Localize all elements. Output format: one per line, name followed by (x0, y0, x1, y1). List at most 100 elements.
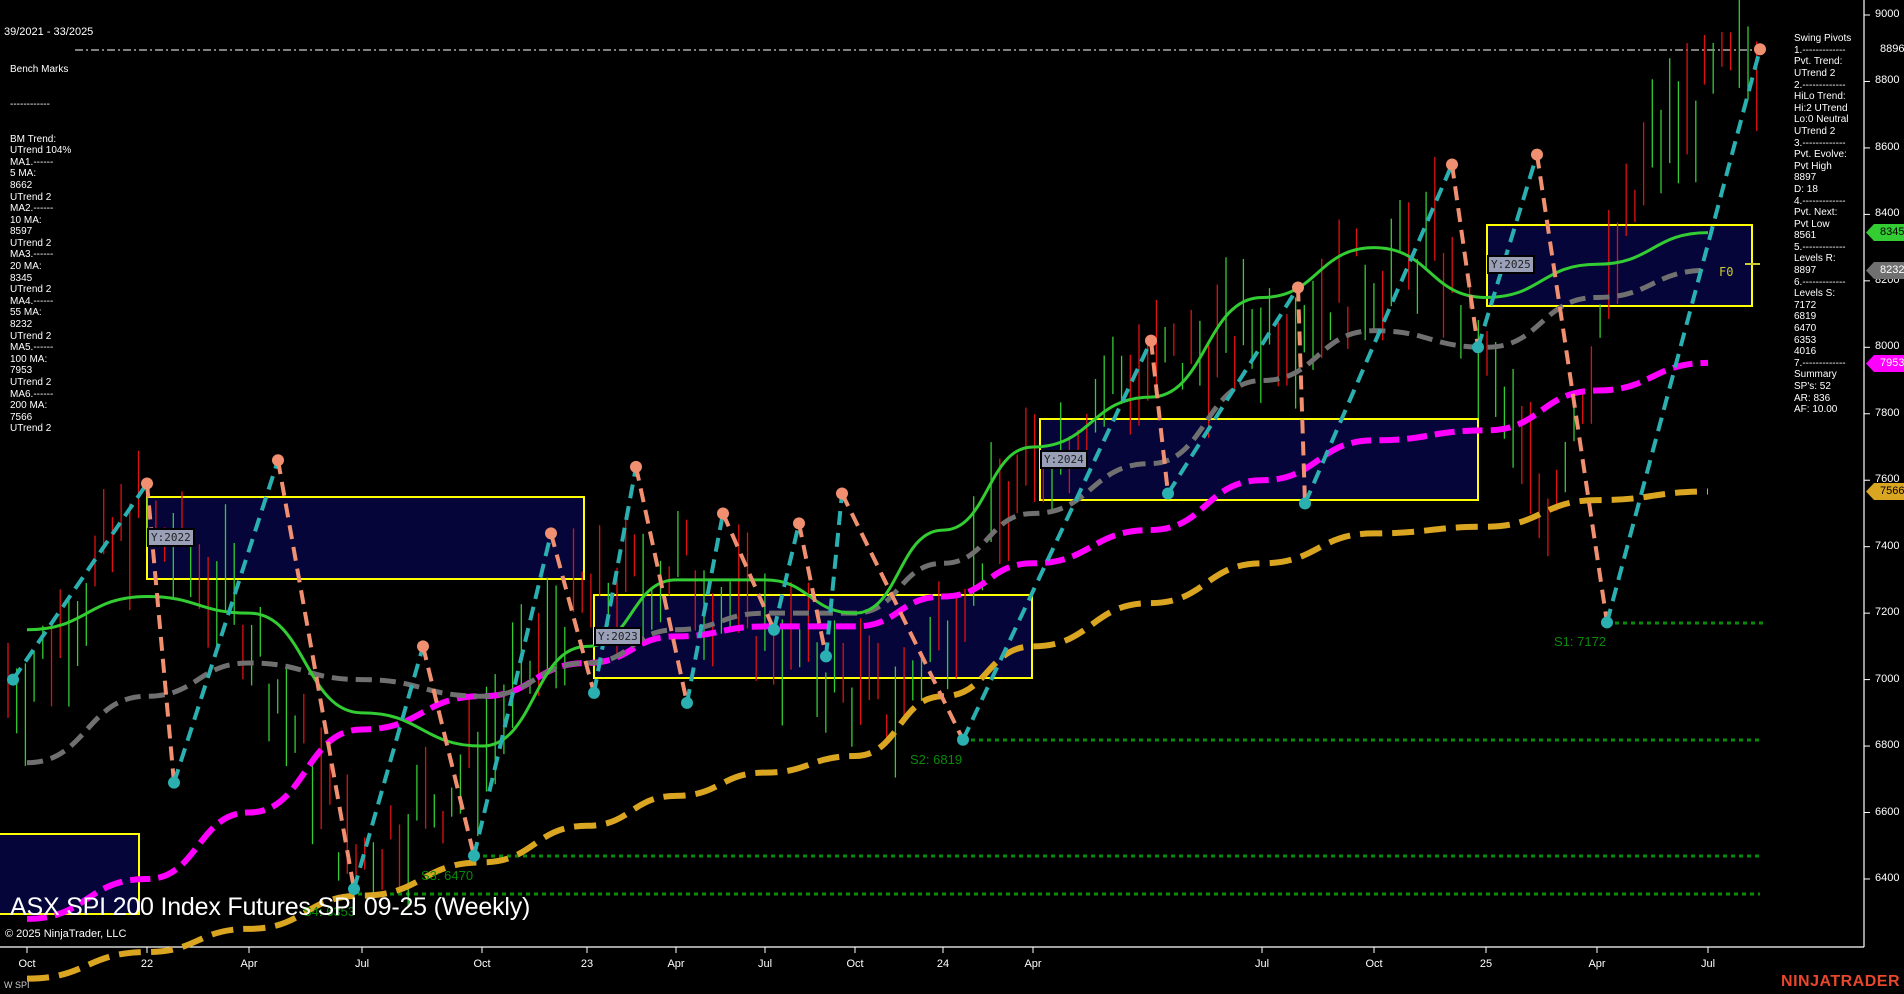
swing-pivots-legend: Swing Pivots 1.------------- Pvt. Trend: UT… (1794, 10, 1851, 427)
swing-pivot-line: AF: 10.00 (1794, 404, 1838, 416)
swing-pivot-line: 7.------------- (1794, 357, 1846, 369)
y-tick-label: 8600 (1875, 140, 1900, 153)
bench-marks-legend: 39/2021 - 33/2025 Bench Marks ----------… (4, 4, 93, 447)
y-tick-label: 9000 (1875, 8, 1900, 20)
y-tick-label: 8000 (1875, 340, 1900, 353)
swing-pivot-line: UTrend 2 (1794, 67, 1836, 79)
x-tick-label: Jul (354, 958, 370, 970)
bench-marks-separator: ------------ (10, 98, 50, 110)
swing-pivot-line: 7172 (1794, 299, 1817, 311)
bench-mark-line: MA6.------ (10, 388, 54, 400)
bench-mark-line: UTrend 104% (10, 145, 72, 157)
x-tick-label: Apr (1024, 958, 1042, 970)
bench-mark-line: 8345 (10, 272, 33, 284)
swing-pivot-line: Pvt. Next: (1794, 207, 1838, 219)
bench-marks-heading: Bench Marks (10, 63, 69, 75)
y-tick-label: 7000 (1875, 672, 1900, 685)
y-tick-label: 7200 (1875, 606, 1900, 619)
x-tick-label: Apr (240, 958, 258, 970)
year-label-2023: Y:2023 (594, 627, 642, 646)
y-tick-label: 6400 (1875, 871, 1900, 884)
support-lines (350, 621, 1764, 896)
y-axis-ticks (1864, 14, 1870, 880)
bench-mark-line: 200 MA: (10, 400, 48, 412)
x-tick-label: Oct (473, 958, 491, 970)
swing-pivot-line: 5.------------- (1794, 241, 1846, 253)
y-tick-label: 7800 (1875, 406, 1900, 419)
bench-mark-line: 7566 (10, 411, 33, 423)
ma-20-line (26, 231, 1709, 748)
y-tick-label: 6600 (1875, 805, 1900, 818)
y-tick-label: 8400 (1875, 207, 1900, 220)
bench-mark-line: UTrend 2 (10, 423, 52, 435)
price-tag: 7566 (1866, 483, 1904, 500)
swing-pivot-line: 6470 (1794, 323, 1817, 335)
bench-mark-line: 20 MA: (10, 261, 42, 273)
swing-pivot-line: Pvt. Trend: (1794, 56, 1843, 68)
bench-mark-line: 100 MA: (10, 353, 48, 365)
x-tick-label: Apr (667, 958, 685, 970)
bench-mark-line: MA5.------ (10, 342, 54, 354)
x-tick-label: 23 (580, 958, 594, 970)
bench-mark-line: UTrend 2 (10, 191, 52, 203)
date-range: 39/2021 - 33/2025 (4, 26, 94, 39)
swing-pivot-line: UTrend 2 (1794, 125, 1836, 137)
bench-mark-line: UTrend 2 (10, 377, 52, 388)
x-tick-label: Jul (757, 958, 773, 970)
year-boxes (0, 224, 1753, 915)
bench-mark-line: UTrend 2 (10, 237, 52, 249)
year-box-2022 (146, 496, 585, 580)
swing-pivot-line: HiLo Trend: (1794, 91, 1846, 103)
x-tick-label: Oct (1365, 958, 1383, 970)
year-box-2024 (1039, 418, 1479, 501)
instrument-label: W SPI (4, 980, 30, 990)
swing-pivot-line: 8561 (1794, 230, 1817, 242)
bench-mark-line: MA4.------ (10, 295, 54, 307)
swing-pivots (7, 43, 1766, 895)
swing-pivot-line: 6353 (1794, 334, 1817, 346)
swing-pivot-line: 2.------------- (1794, 79, 1846, 91)
x-tick-label: Jul (1254, 958, 1270, 970)
swing-pivot-line: 4.------------- (1794, 195, 1846, 207)
swing-pivot-line: Summary (1794, 369, 1837, 381)
x-axis-ticks (26, 947, 1709, 953)
support-label-s2: S2: 6819 (910, 752, 963, 767)
swing-pivot-line: 6819 (1794, 311, 1817, 323)
x-tick-label: Oct (18, 958, 36, 970)
price-tag: 7953 (1866, 355, 1904, 372)
x-tick-label: 25 (1479, 958, 1493, 970)
swing-pivot-line: D: 18 (1794, 183, 1818, 195)
ma-100-line (26, 359, 1709, 922)
swing-pivot-line: 8897 (1794, 172, 1817, 184)
swing-pivot-line: Levels R: (1794, 253, 1836, 265)
bench-mark-line: MA1.------ (10, 156, 54, 168)
swing-pivot-line: 4016 (1794, 346, 1817, 358)
swing-pivot-line: SP's: 52 (1794, 381, 1831, 392)
bench-mark-line: MA2.------ (10, 203, 54, 215)
bench-mark-line: 5 MA: (10, 168, 37, 180)
price-tag: 8232 (1866, 262, 1904, 279)
swing-pivot-line: Lo:0 Neutral (1794, 114, 1849, 126)
bench-mark-line: 7953 (10, 365, 33, 377)
price-bars (7, 0, 1758, 907)
copyright: © 2025 NinjaTrader, LLC (5, 928, 127, 940)
swing-pivot-line: Levels S: (1794, 288, 1836, 300)
fib-label: F0 (1719, 265, 1734, 279)
support-label-s1: S1: 7172 (1554, 634, 1607, 649)
bench-mark-line: UTrend 2 (10, 284, 52, 296)
swing-pivot-line: Pvt High (1794, 160, 1832, 172)
swing-pivot-line: Swing Pivots (1794, 33, 1852, 45)
y-tick-label: 7600 (1875, 473, 1900, 486)
swing-pivot-line: Hi:2 UTrend (1794, 102, 1848, 114)
bench-mark-line: MA3.------ (10, 249, 54, 261)
moving-averages (26, 231, 1709, 982)
swing-pivot-line: Pvt Low (1794, 218, 1830, 230)
bench-mark-line: UTrend 2 (10, 330, 52, 342)
swing-pivot-line: 6.------------- (1794, 276, 1846, 288)
ma-200-line (26, 488, 1709, 982)
support-label-s3: S3: 6470 (421, 868, 474, 883)
price-tag: 8345 (1866, 224, 1904, 241)
bench-mark-line: 8597 (10, 226, 33, 238)
swing-pivot-line: Pvt. Evolve: (1794, 149, 1847, 161)
